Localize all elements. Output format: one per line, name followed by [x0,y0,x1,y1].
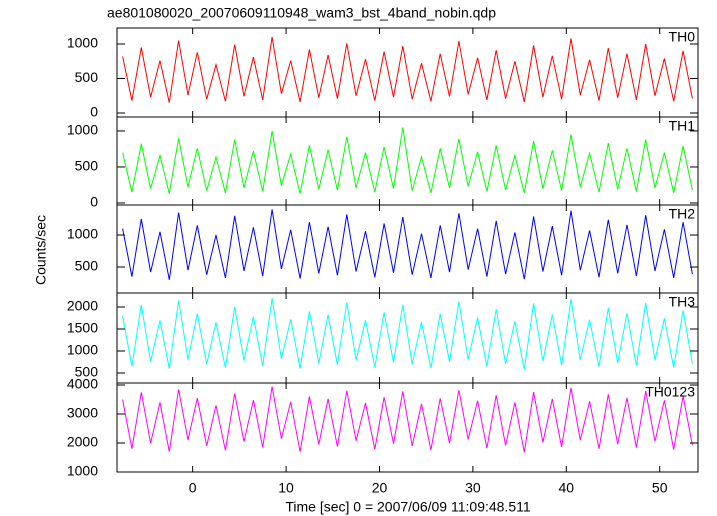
x-tick-label: 0 [189,480,197,496]
panel-label: TH0 [669,29,696,45]
y-tick-label: 1000 [67,226,98,242]
x-tick-label: 20 [372,480,388,496]
x-axis-label: Time [sec] 0 = 2007/06/09 11:09:48.511 [285,499,531,515]
y-tick-label: 500 [75,258,99,274]
y-tick-label: 1000 [67,342,98,358]
light-curve [122,37,693,103]
y-tick-label: 500 [75,69,99,85]
y-tick-label: 1500 [67,320,98,336]
panel-label: TH1 [669,118,696,134]
y-tick-label: 500 [75,364,99,380]
light-curve [122,209,693,280]
panel-frame [116,382,699,473]
x-tick-label: 50 [652,480,668,496]
y-tick-label: 500 [75,158,99,174]
y-tick-label: 2000 [67,434,98,450]
panel-label: TH3 [669,294,696,310]
y-tick-label: 0 [90,194,98,210]
light-curve [122,127,693,194]
light-curve [122,298,693,370]
y-tick-label: 4000 [67,376,98,392]
chart-title: ae801080020_20070609110948_wam3_bst_4ban… [107,5,496,21]
y-axis-label: Counts/sec [33,215,49,285]
y-tick-label: 0 [90,104,98,120]
x-tick-label: 30 [465,480,481,496]
y-tick-label: 1000 [67,122,98,138]
light-curve [122,386,693,453]
y-tick-label: 1000 [67,463,98,479]
y-tick-label: 2000 [67,298,98,314]
y-tick-label: 3000 [67,405,98,421]
x-tick-label: 40 [559,480,575,496]
panel-frame [116,292,699,384]
x-tick-label: 10 [278,480,294,496]
y-tick-label: 1000 [67,35,98,51]
panel-label: TH0123 [645,384,695,400]
panel-label: TH2 [669,206,696,222]
